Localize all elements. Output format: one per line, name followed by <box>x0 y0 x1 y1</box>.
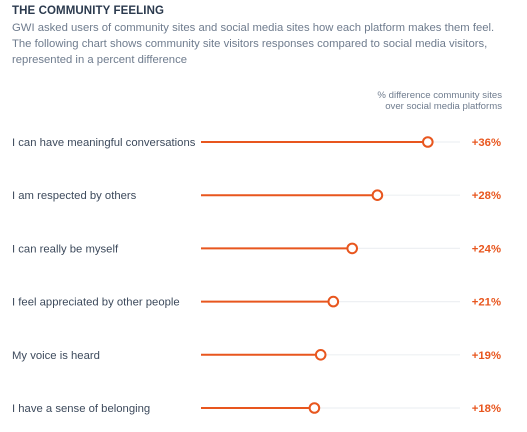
value-dot <box>327 295 340 308</box>
value-dot <box>308 402 321 414</box>
column-header-line-2: over social media platforms <box>385 101 502 112</box>
value-label: +36% <box>472 137 501 149</box>
value-label: +28% <box>472 190 501 202</box>
category-label: My voice is heard <box>12 350 100 362</box>
value-dot <box>422 136 434 148</box>
value-label: +19% <box>472 350 501 362</box>
value-label: +18% <box>472 403 501 415</box>
chart-subtitle-line-1: GWI asked users of community sites and s… <box>12 22 495 34</box>
category-label: I feel appreciated by other people <box>12 297 180 309</box>
category-label: I can really be myself <box>12 243 119 255</box>
chart-subtitle-line-2: The following chart shows community site… <box>12 38 488 50</box>
value-dot <box>346 242 359 255</box>
column-header-line-1: % difference community sites <box>377 90 502 101</box>
chart-subtitle-line-3: represented in a percent difference <box>12 54 188 66</box>
category-label: I am respected by others <box>12 190 137 202</box>
value-label: +24% <box>472 243 501 255</box>
category-label: I have a sense of belonging <box>12 403 150 415</box>
category-label: I can have meaningful conversations <box>12 137 196 149</box>
value-dot <box>371 189 384 201</box>
value-label: +21% <box>472 297 501 309</box>
chart-title: THE COMMUNITY FEELING <box>12 5 165 17</box>
value-dot <box>314 349 327 361</box>
